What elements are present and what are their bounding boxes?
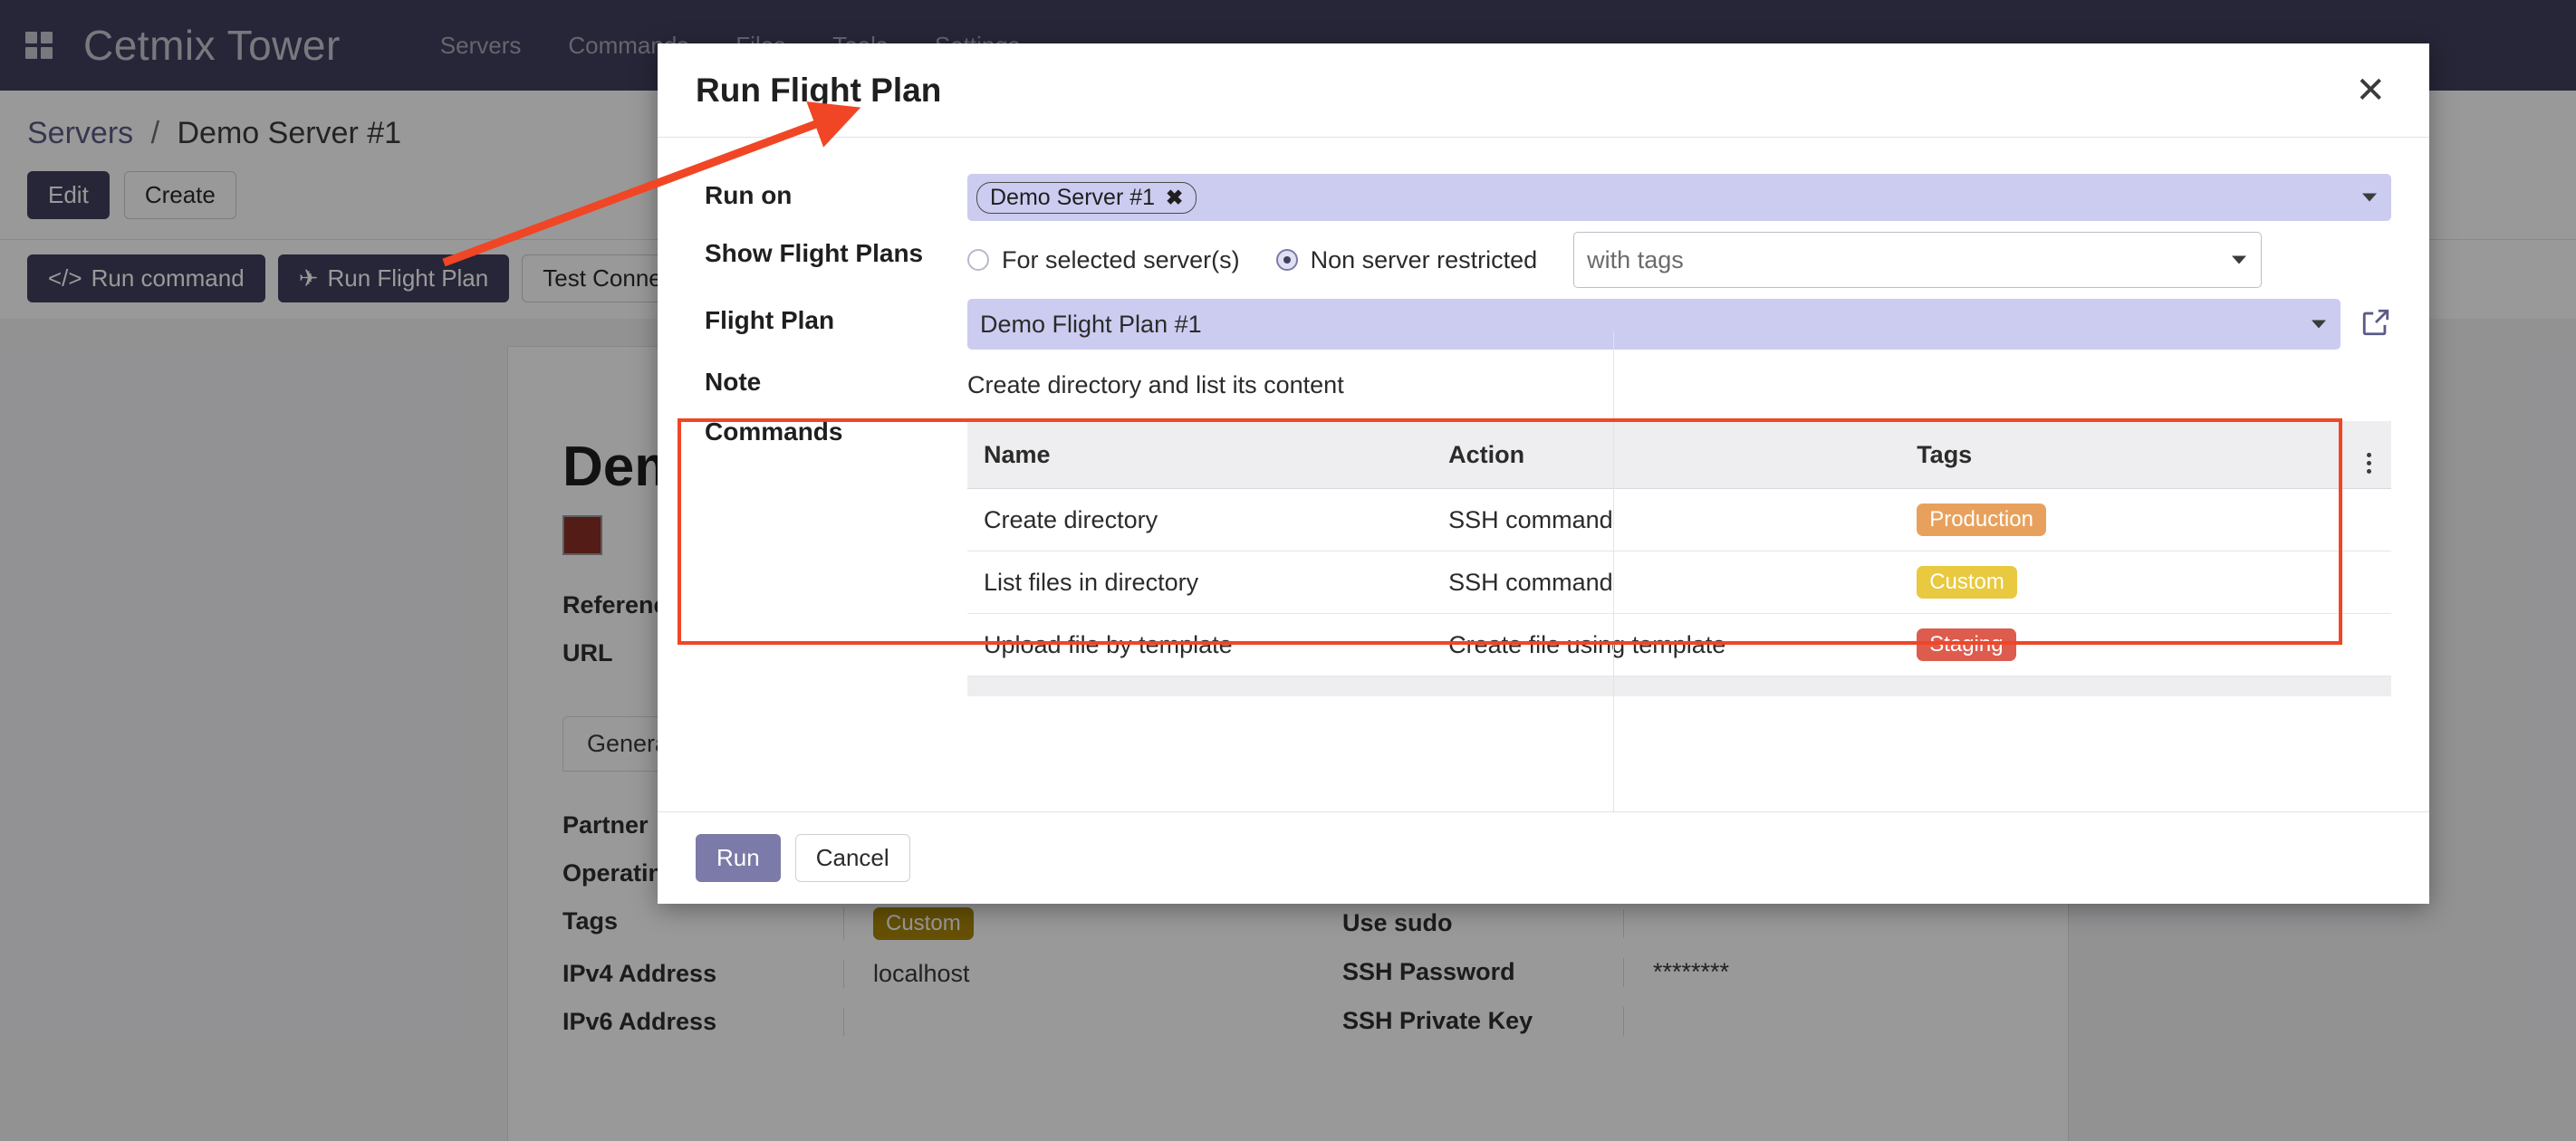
apps-grid-icon[interactable] xyxy=(25,32,53,59)
cell-options xyxy=(2353,613,2391,676)
run-flight-plan-button[interactable]: ✈ Run Flight Plan xyxy=(277,254,510,302)
cell-options xyxy=(2353,551,2391,614)
column-header-tags[interactable]: Tags xyxy=(1904,421,2354,489)
field-value-ssh-private-key[interactable] xyxy=(1623,1007,2014,1036)
label-flight-plan: Flight Plan xyxy=(705,306,835,334)
label-commands: Commands xyxy=(705,417,843,446)
field-label-ssh-private-key: SSH Private Key xyxy=(1342,1007,1533,1034)
field-value-ipv6[interactable] xyxy=(843,1008,1234,1036)
field-value-ssh-password[interactable]: ******** xyxy=(1623,958,2014,987)
dialog-header: Run Flight Plan ✕ xyxy=(658,43,2429,138)
field-note: Create directory and list its content xyxy=(967,355,2391,405)
column-header-name[interactable]: Name xyxy=(967,421,1437,489)
label-note: Note xyxy=(705,368,762,396)
external-link-icon[interactable] xyxy=(2360,307,2391,342)
chevron-down-icon[interactable] xyxy=(2232,255,2247,264)
breadcrumb: Servers / Demo Server #1 xyxy=(27,116,2549,151)
tag-custom: Custom xyxy=(873,907,974,940)
table-row[interactable]: Create directory SSH command Production xyxy=(967,488,2391,551)
cell-tags: Custom xyxy=(1904,551,2354,614)
radio-icon-checked[interactable] xyxy=(1275,249,1298,271)
cell-name: List files in directory xyxy=(967,551,1437,614)
run-button[interactable]: Run xyxy=(696,834,781,882)
field-flight-plan: Demo Flight Plan #1 xyxy=(967,293,2391,355)
field-value-ipv4[interactable]: localhost xyxy=(843,960,1234,988)
field-value-use-sudo[interactable] xyxy=(1623,909,2014,938)
create-button[interactable]: Create xyxy=(123,171,236,219)
field-label-tags: Tags xyxy=(562,907,619,935)
app-brand: Cetmix Tower xyxy=(83,22,341,69)
nav-item-servers[interactable]: Servers xyxy=(439,31,522,59)
run-on-chip[interactable]: Demo Server #1 ✖ xyxy=(976,181,1197,214)
tags-filter-select[interactable]: with tags xyxy=(1573,232,2263,288)
radio-non-server-restricted[interactable]: Non server restricted xyxy=(1275,246,1537,274)
field-label-ipv6: IPv6 Address xyxy=(562,1008,717,1035)
radio-for-selected-servers[interactable]: For selected server(s) xyxy=(967,246,1240,274)
kebab-menu-icon[interactable] xyxy=(2366,453,2371,474)
commands-table-head: Name Action Tags xyxy=(967,421,2391,489)
show-flight-plans-radio-group: For selected server(s) Non server restri… xyxy=(967,232,2391,288)
breadcrumb-root[interactable]: Servers xyxy=(27,116,134,150)
commands-table-body: Create directory SSH command Production … xyxy=(967,488,2391,676)
field-label-url: URL xyxy=(562,639,613,666)
cell-action: SSH command xyxy=(1436,551,1905,614)
field-label-ssh-password: SSH Password xyxy=(1342,958,1515,985)
cell-action: Create file using template xyxy=(1436,613,1905,676)
tag-production: Production xyxy=(1917,503,2046,536)
dialog-title: Run Flight Plan xyxy=(696,71,942,109)
code-icon: </> xyxy=(48,264,82,292)
record-color-swatch[interactable] xyxy=(562,515,602,555)
field-value-tags[interactable]: Custom xyxy=(843,907,1234,940)
cancel-button[interactable]: Cancel xyxy=(794,834,910,882)
dialog-body: Run on Demo Server #1 ✖ Show Flight Plan… xyxy=(658,138,2429,811)
flight-plan-form: Run on Demo Server #1 ✖ Show Flight Plan… xyxy=(670,168,2391,702)
column-header-action[interactable]: Action xyxy=(1436,421,1905,489)
flight-plan-selected-value: Demo Flight Plan #1 xyxy=(980,310,1202,338)
label-run-on: Run on xyxy=(705,181,793,209)
flight-plan-select[interactable]: Demo Flight Plan #1 xyxy=(967,299,2341,350)
tag-custom: Custom xyxy=(1917,566,2017,599)
run-on-input[interactable]: Demo Server #1 ✖ xyxy=(967,174,2391,221)
run-command-button[interactable]: </> Run command xyxy=(27,254,265,302)
cell-tags: Production xyxy=(1904,488,2354,551)
field-label-use-sudo: Use sudo xyxy=(1342,909,1453,936)
tag-staging: Staging xyxy=(1917,628,2016,661)
table-header-row: Name Action Tags xyxy=(967,421,2391,489)
dialog-footer: Run Cancel xyxy=(658,811,2429,904)
run-on-chip-label: Demo Server #1 xyxy=(990,184,1156,210)
run-flight-plan-dialog: Run Flight Plan ✕ Run on Demo Server #1 … xyxy=(658,43,2429,904)
chevron-down-icon[interactable] xyxy=(2312,320,2326,329)
table-row[interactable]: Upload file by template Create file usin… xyxy=(967,613,2391,676)
field-show-flight-plans: For selected server(s) Non server restri… xyxy=(967,226,2391,293)
chevron-down-icon[interactable] xyxy=(2362,193,2377,202)
cell-tags: Staging xyxy=(1904,613,2354,676)
commands-table: Name Action Tags Create directory SSH co… xyxy=(967,421,2391,676)
form-column-divider xyxy=(1613,331,1614,811)
field-run-on: Demo Server #1 ✖ xyxy=(967,168,2391,226)
cell-name: Create directory xyxy=(967,488,1437,551)
breadcrumb-current: Demo Server #1 xyxy=(177,116,402,150)
edit-button[interactable]: Edit xyxy=(27,171,110,219)
table-footer-strip xyxy=(967,676,2391,696)
field-label-partner: Partner xyxy=(562,811,649,839)
label-show-flight-plans: Show Flight Plans xyxy=(705,239,924,267)
note-value: Create directory and list its content xyxy=(967,371,1344,398)
tags-filter-placeholder: with tags xyxy=(1587,245,1684,273)
radio-icon-unchecked[interactable] xyxy=(967,249,989,271)
cell-name: Upload file by template xyxy=(967,613,1437,676)
plane-icon: ✈ xyxy=(298,264,319,292)
field-label-ipv4: IPv4 Address xyxy=(562,960,717,987)
close-icon[interactable]: ✕ xyxy=(2350,72,2391,110)
column-options-cell xyxy=(2353,421,2391,489)
cell-action: SSH command xyxy=(1436,488,1905,551)
table-row[interactable]: List files in directory SSH command Cust… xyxy=(967,551,2391,614)
cell-options xyxy=(2353,488,2391,551)
field-commands: Name Action Tags Create directory SSH co… xyxy=(967,416,2391,702)
chip-remove-icon[interactable]: ✖ xyxy=(1166,185,1184,209)
breadcrumb-separator: / xyxy=(150,116,160,150)
